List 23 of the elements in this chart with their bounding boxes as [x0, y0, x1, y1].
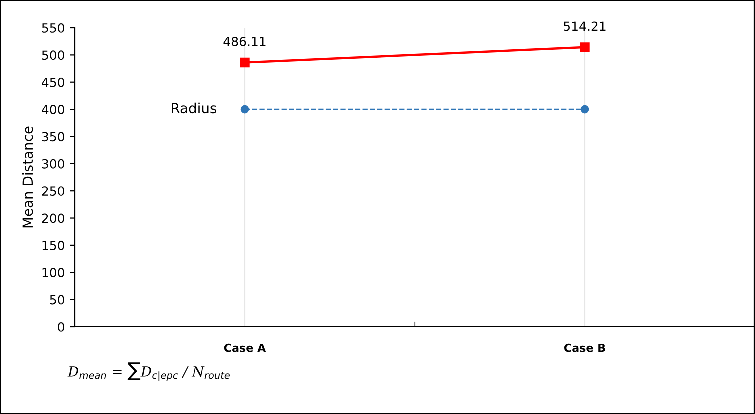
y-tick-label: 50: [50, 295, 64, 305]
data-label: 486.11: [224, 36, 266, 46]
y-tick-label: 200: [42, 214, 64, 224]
point: [580, 105, 590, 114]
y-tick-label: 500: [42, 50, 64, 60]
point: [240, 105, 250, 114]
x-tick-label: Case A: [224, 344, 266, 352]
data-label: 514.21: [564, 22, 606, 32]
y-tick-label: 550: [42, 23, 64, 33]
x-tick-label: Case B: [564, 344, 606, 352]
text: D$_{mean}$ = ∑D$_{c|epc}$ / N$_{route}$: [68, 362, 230, 382]
point: [580, 42, 590, 52]
point: [240, 58, 250, 68]
y-tick-label: 300: [42, 159, 64, 169]
y-tick-label: 450: [42, 78, 64, 88]
series-label: Radius: [172, 102, 217, 114]
y-tick-label: 400: [42, 105, 64, 114]
y-tick-label: 250: [42, 186, 64, 196]
y-tick-label: 0: [58, 322, 64, 332]
y-axis-title: Mean Distance: [22, 126, 34, 228]
y-tick-label: 100: [42, 268, 64, 278]
y-tick-label: 150: [42, 240, 64, 250]
y-tick-label: 350: [42, 132, 64, 142]
